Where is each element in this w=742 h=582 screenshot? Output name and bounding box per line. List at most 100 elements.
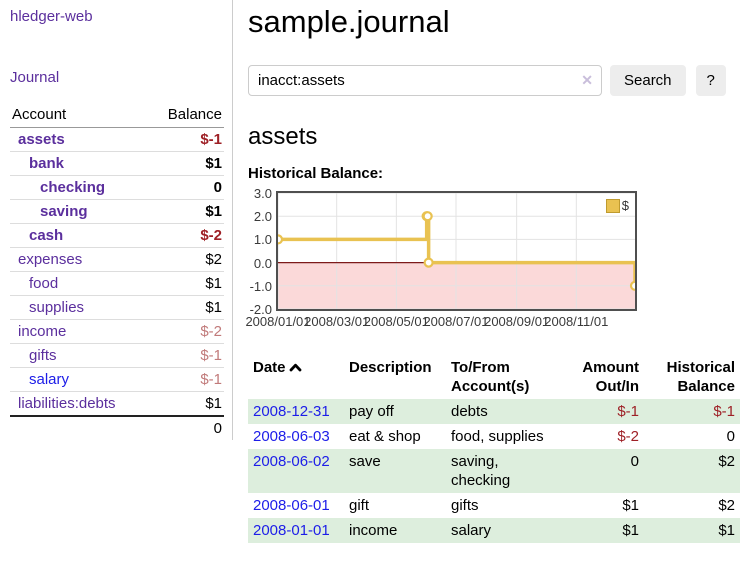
account-row: food $1 [10, 271, 224, 296]
amount-column-header: Amount Out/In [582, 359, 639, 395]
clear-search-icon[interactable]: ✕ [581, 72, 593, 88]
register-row: 2008-06-01 gift gifts $1 $2 [248, 493, 740, 518]
transaction-balance: 0 [726, 428, 735, 445]
account-balance: $2 [148, 247, 224, 272]
transaction-description: save [349, 453, 381, 470]
account-link-checking[interactable]: checking [40, 179, 106, 196]
account-row: income $-2 [10, 319, 224, 344]
app-title-link[interactable]: hledger-web [10, 8, 93, 25]
account-link-expenses[interactable]: expenses [18, 251, 83, 268]
account-link-supplies[interactable]: supplies [29, 299, 85, 316]
account-row: assets $-1 [10, 128, 224, 152]
account-section-title: assets [248, 123, 318, 150]
account-balance: $1 [148, 391, 224, 416]
transaction-description: gift [349, 497, 370, 514]
account-balance: $1 [148, 271, 224, 296]
register-row: 2008-06-02 save saving, checking 0 $2 [248, 449, 740, 493]
account-link-gifts[interactable]: gifts [29, 347, 57, 364]
description-column-header: Description [349, 359, 432, 376]
legend-label: $ [621, 198, 629, 213]
account-link-bank[interactable]: bank [29, 155, 65, 172]
y-axis-tick-label: 3.0 [253, 186, 272, 201]
help-button[interactable]: ? [695, 65, 726, 96]
transaction-accounts: gifts [451, 497, 479, 514]
accounts-table-header: Account Balance [10, 102, 224, 128]
date-header-label: Date [253, 359, 286, 376]
account-row: liabilities:debts $1 [10, 391, 224, 416]
x-axis-tick-label: 2008/09/01 [484, 314, 550, 329]
account-row: bank $1 [10, 151, 224, 176]
account-balance: $-1 [148, 367, 224, 392]
account-balance: $1 [148, 295, 224, 320]
transaction-balance: $-1 [713, 403, 735, 420]
transaction-amount: $-2 [617, 428, 639, 445]
transaction-amount: 0 [630, 453, 639, 470]
sidebar-item-journal[interactable]: Journal [10, 69, 60, 86]
account-balance: 0 [148, 175, 224, 200]
y-axis-tick-label: -2.0 [249, 302, 272, 317]
account-row: gifts $-1 [10, 343, 224, 368]
accounts-column-header: To/From Account(s) [451, 359, 530, 395]
transaction-date-link[interactable]: 2008-01-01 [253, 522, 330, 539]
balance-chart: $ 3.0 2.0 1.0 0.0 -1.0 -2.0 2008/01/01 2008/03/… [245, 187, 740, 333]
account-row: salary $-1 [10, 367, 224, 392]
transaction-date-link[interactable]: 2008-06-03 [253, 428, 330, 445]
sort-ascending-icon [289, 363, 301, 372]
account-link-saving[interactable]: saving [40, 203, 88, 220]
account-balance: $1 [148, 199, 224, 224]
main-content: sample.journal ✕ Search ? assets Histori… [245, 0, 740, 543]
x-axis-tick-label: 2008/07/01 [423, 314, 489, 329]
transaction-date-link[interactable]: 2008-12-31 [253, 403, 330, 420]
account-row: supplies $1 [10, 295, 224, 320]
transaction-balance: $2 [718, 453, 735, 470]
register-row: 2008-01-01 income salary $1 $1 [248, 518, 740, 543]
y-axis-tick-label: 2.0 [253, 209, 272, 225]
register-header-row: Date Description To/From Account(s) Amou… [248, 355, 740, 399]
legend-swatch-icon [605, 198, 620, 213]
accounts-table: Account Balance assets $-1 bank $1 check… [10, 102, 224, 440]
date-column-header[interactable]: Date [248, 355, 344, 399]
chart-legend: $ [603, 197, 631, 214]
chart-title: Historical Balance: [248, 165, 384, 182]
transaction-amount: $1 [622, 497, 639, 514]
transaction-date-link[interactable]: 2008-06-02 [253, 453, 330, 470]
x-axis-tick-label: 2008/03/01 [304, 314, 370, 329]
transaction-description: pay off [349, 403, 394, 420]
account-balance: $1 [148, 151, 224, 176]
accounts-total-row: 0 [10, 415, 224, 440]
account-row: checking 0 [10, 175, 224, 200]
account-balance: $-2 [148, 223, 224, 248]
register-row: 2008-12-31 pay off debts $-1 $-1 [248, 399, 740, 424]
chart-plot-area[interactable]: $ [276, 191, 637, 311]
transaction-accounts: salary [451, 522, 492, 539]
balance-column-header: Historical Balance [666, 359, 735, 395]
transaction-accounts: food, supplies [451, 428, 544, 445]
search-bar: ✕ Search ? [248, 65, 740, 96]
page-title: sample.journal [248, 4, 450, 39]
account-link-liabilities-debts[interactable]: liabilities:debts [18, 395, 116, 412]
transaction-accounts: debts [451, 403, 488, 420]
y-axis-tick-label: 0.0 [253, 255, 272, 271]
account-balance: $-1 [200, 131, 222, 148]
account-row: cash $-2 [10, 223, 224, 248]
account-link-salary[interactable]: salary [29, 371, 70, 388]
transaction-amount: $1 [622, 522, 639, 539]
account-link-food[interactable]: food [29, 275, 59, 292]
transaction-balance: $2 [718, 497, 735, 514]
search-button[interactable]: Search [610, 65, 686, 96]
account-row: expenses $2 [10, 247, 224, 272]
account-row: saving $1 [10, 199, 224, 224]
account-link-cash[interactable]: cash [29, 227, 64, 244]
account-link-assets[interactable]: assets [18, 131, 65, 148]
transaction-description: income [349, 522, 398, 539]
balance-column-header: Balance [148, 102, 224, 128]
accounts-total-value: 0 [148, 415, 224, 440]
account-column-header: Account [10, 102, 149, 128]
sidebar: hledger-web Journal Account Balance asse… [0, 0, 233, 440]
x-axis-tick-label: 2008/11/01 [544, 314, 609, 329]
account-link-income[interactable]: income [18, 323, 67, 340]
search-input[interactable] [248, 65, 602, 96]
transaction-amount: $-1 [617, 403, 639, 420]
transaction-date-link[interactable]: 2008-06-01 [253, 497, 330, 514]
x-axis-tick-label: 2008/01/01 [245, 314, 311, 329]
